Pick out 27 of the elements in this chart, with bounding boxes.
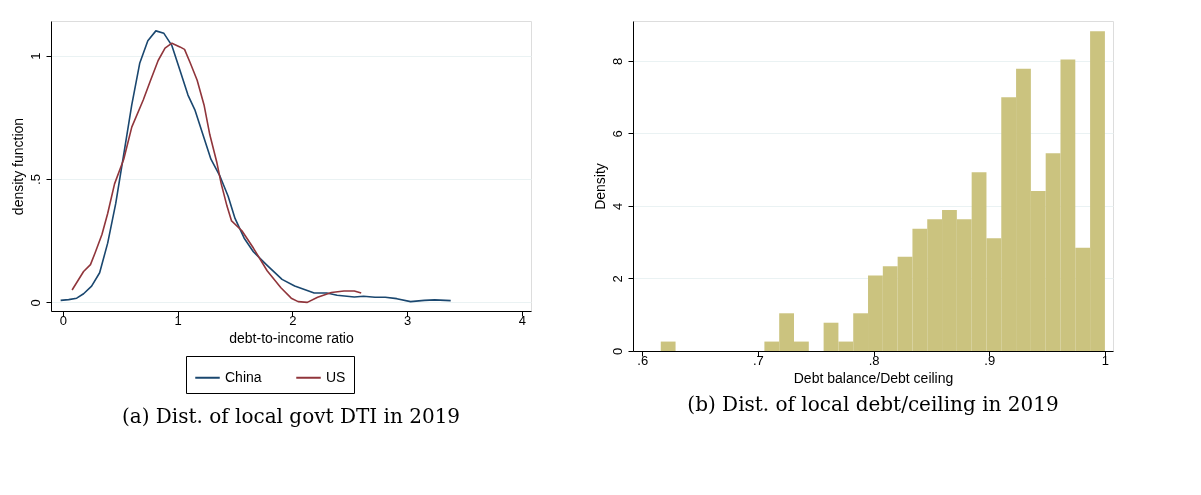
x-tick-label: 4 (518, 312, 526, 328)
x-tick-label: 1 (1101, 352, 1110, 368)
line-series (71, 42, 363, 304)
y-axis-title: density function (9, 117, 26, 216)
x-tick-label: 3 (403, 312, 412, 328)
y-tick-label: 6 (609, 130, 625, 138)
y-tick-label: 8 (609, 57, 625, 66)
x-tick-label: 0 (59, 312, 68, 328)
y-tick-label: .5 (27, 174, 43, 185)
text: (a) Dist. of local govt DTI in 2019 (121, 404, 461, 428)
x-tick-label: .9 (984, 352, 996, 368)
y-tick-label: 4 (609, 202, 625, 211)
y-tick-label: 2 (609, 275, 625, 283)
y-tick-label: 1 (27, 52, 43, 60)
line-series (59, 30, 452, 303)
x-tick-label: 2 (289, 312, 297, 328)
y-axis-title: Density (591, 163, 608, 210)
legend-label: US (326, 368, 346, 385)
x-tick-label: 1 (174, 312, 182, 328)
x-tick-label: .7 (752, 352, 764, 368)
x-axis-title: Debt balance/Debt ceiling (793, 369, 954, 386)
text: (b) Dist. of local debt/ceiling in 2019 (687, 392, 1059, 416)
y-tick-label: 0 (27, 299, 43, 307)
x-tick-label: .6 (637, 352, 649, 368)
x-tick-label: .8 (868, 352, 880, 368)
x-axis-title: debt-to-income ratio (229, 329, 354, 346)
legend-label: China (225, 368, 262, 385)
